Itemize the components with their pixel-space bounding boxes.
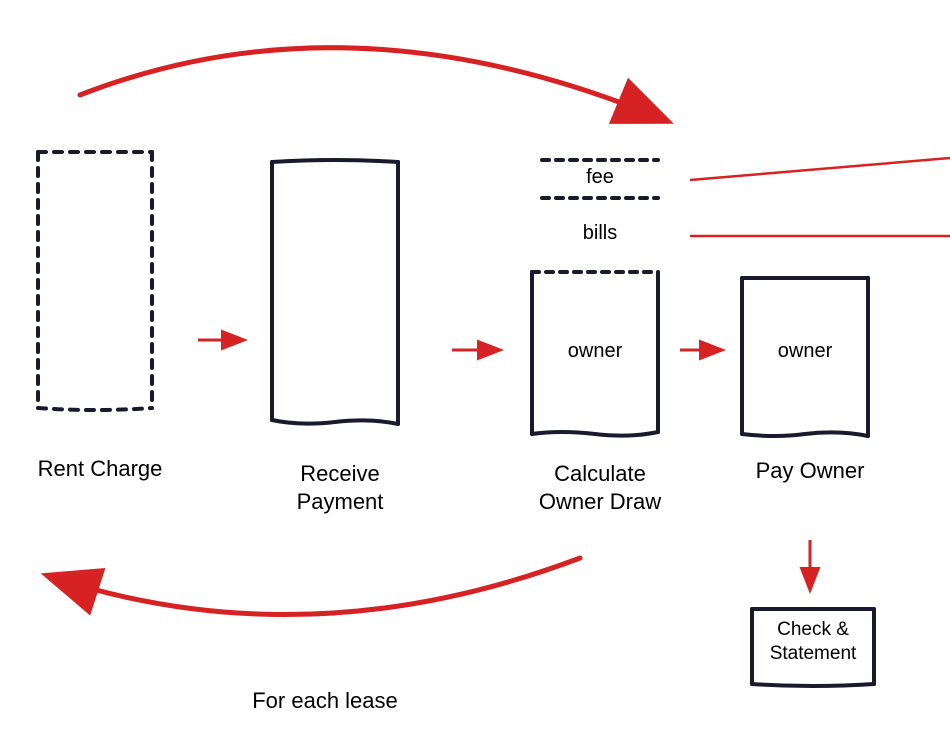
label-owner-draw: Calculate Owner Draw [520,460,680,515]
node-rent-charge [38,152,152,410]
label-owner-draw-inner: owner [530,340,660,363]
arc-top [80,48,660,118]
label-for-each-lease: For each lease [215,688,435,714]
node-receive-payment [272,160,398,424]
label-pay-owner: Pay Owner [740,458,880,484]
line-fee-out [690,158,950,180]
arc-bottom [55,558,580,615]
label-receive-payment: Receive Payment [260,460,420,515]
label-pay-owner-inner: owner [740,340,870,363]
label-bills: bills [540,222,660,245]
label-fee: fee [540,166,660,189]
label-rent-charge: Rent Charge [20,456,180,482]
label-check-statement: Check & Statement [750,618,876,666]
